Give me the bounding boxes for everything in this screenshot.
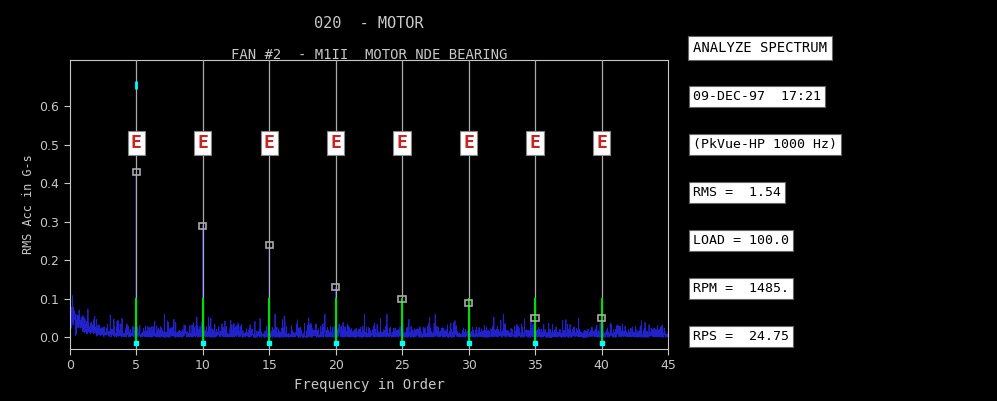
Text: LOAD = 100.0: LOAD = 100.0 xyxy=(693,234,789,247)
Text: 09-DEC-97  17:21: 09-DEC-97 17:21 xyxy=(693,90,821,103)
Bar xyxy=(598,315,605,321)
Text: RPM =  1485.: RPM = 1485. xyxy=(693,282,789,295)
Bar xyxy=(332,284,339,290)
Text: E: E xyxy=(464,134,474,152)
Text: E: E xyxy=(264,134,274,152)
Text: 020  - MOTOR: 020 - MOTOR xyxy=(314,16,424,31)
Text: E: E xyxy=(197,134,208,152)
Y-axis label: RMS Acc in G-s: RMS Acc in G-s xyxy=(22,155,35,254)
Text: RMS =  1.54: RMS = 1.54 xyxy=(693,186,781,199)
Bar xyxy=(265,242,273,248)
Text: E: E xyxy=(596,134,607,152)
Text: E: E xyxy=(529,134,540,152)
Bar xyxy=(133,169,140,175)
Text: ANALYZE SPECTRUM: ANALYZE SPECTRUM xyxy=(693,41,827,55)
Text: E: E xyxy=(397,134,408,152)
X-axis label: Frequency in Order: Frequency in Order xyxy=(293,378,445,392)
Bar xyxy=(199,223,206,229)
Text: FAN #2  - M1II  MOTOR NDE BEARING: FAN #2 - M1II MOTOR NDE BEARING xyxy=(230,48,507,62)
Bar xyxy=(465,300,473,306)
Bar xyxy=(531,315,538,321)
Text: RPS =  24.75: RPS = 24.75 xyxy=(693,330,789,343)
Text: (PkVue-HP 1000 Hz): (PkVue-HP 1000 Hz) xyxy=(693,138,836,151)
Bar xyxy=(399,296,406,302)
Text: E: E xyxy=(330,134,341,152)
Text: E: E xyxy=(131,134,142,152)
